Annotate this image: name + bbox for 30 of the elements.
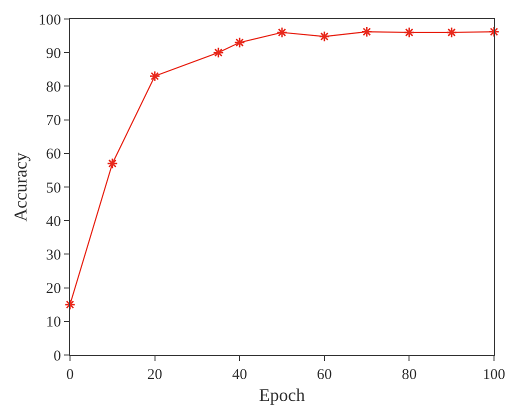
y-tick-label: 60 [46, 146, 61, 163]
x-tick-label: 20 [147, 367, 162, 383]
point [64, 299, 76, 310]
x-tick-label: 0 [66, 367, 74, 383]
y-tick-label: 80 [46, 79, 61, 96]
y-tick-label: 10 [46, 314, 61, 331]
point [488, 26, 500, 38]
x-tick-label: 40 [232, 367, 248, 383]
y-tick-label: 0 [54, 348, 61, 364]
y-tick-label: 70 [46, 113, 61, 130]
point [404, 26, 415, 38]
y-tick-label: 100 [38, 12, 61, 28]
y-tick-label: 90 [46, 46, 61, 62]
x-tick-label: 80 [402, 367, 417, 383]
x-tick-label: 60 [316, 367, 332, 383]
y-axis-title: Accuracy [10, 152, 31, 222]
x-tick-label: 100 [482, 367, 506, 383]
point [361, 26, 372, 38]
point [106, 158, 118, 170]
y-tick-label: 30 [46, 247, 61, 264]
point [212, 47, 224, 58]
point [149, 70, 160, 82]
y-tick-label: 50 [46, 180, 61, 196]
point [446, 26, 458, 38]
x-axis-title: Epoch [259, 385, 305, 406]
point [318, 30, 330, 42]
point [276, 26, 288, 38]
point [234, 36, 246, 48]
y-tick-label: 40 [46, 214, 61, 230]
y-tick-label: 20 [46, 281, 61, 298]
